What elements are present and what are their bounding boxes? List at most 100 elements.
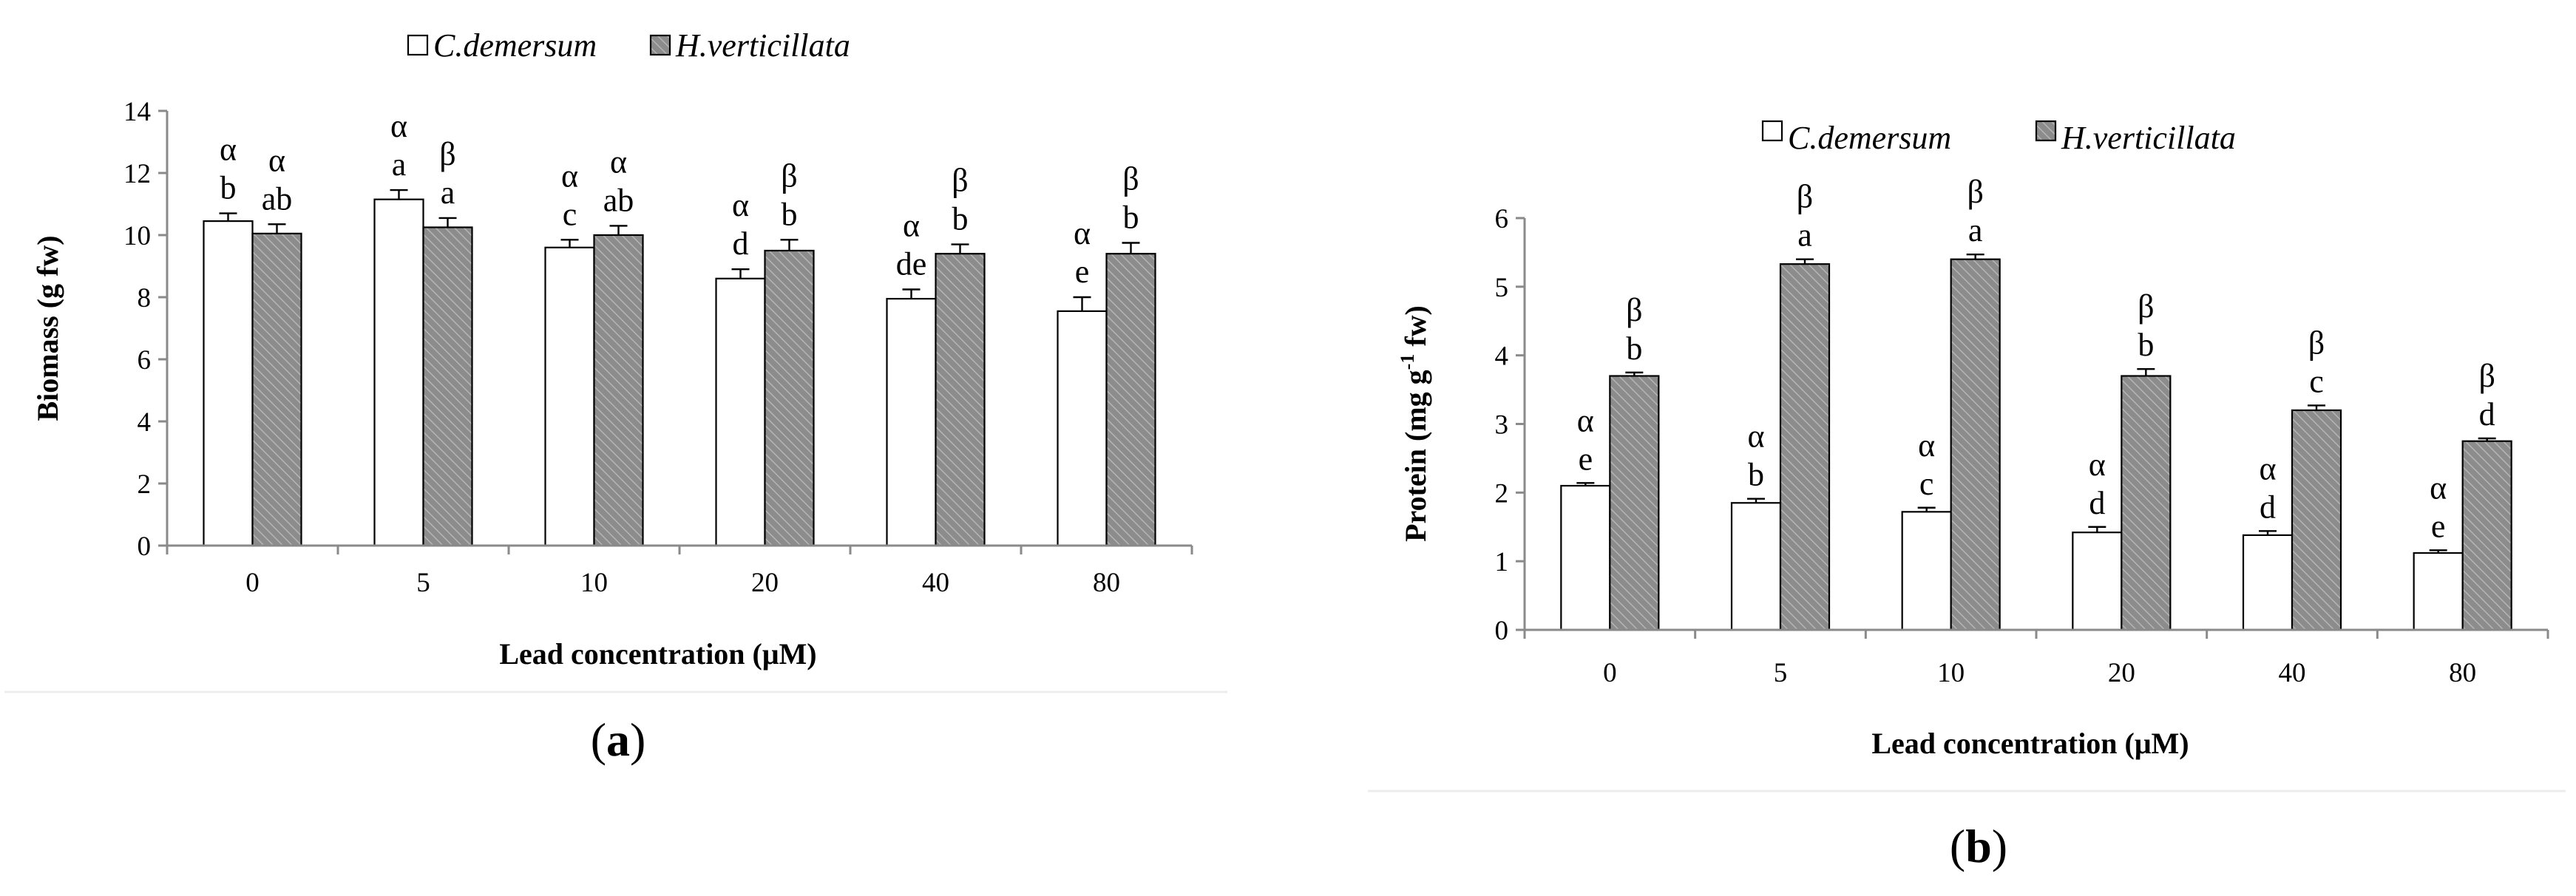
y-tick-label: 8 [138,283,152,313]
panel-b-legend: C.demersum H.verticillata [1761,120,2236,156]
y-tick-label: 0 [138,532,152,562]
y-tick-label: 1 [1495,547,1509,577]
bar-h-verticillata [2291,409,2342,631]
significance-greek: α [220,132,237,168]
panel-a-x-ticks: 0 5 10 20 40 80 [166,546,1193,598]
y-tick-label: 12 [123,159,151,189]
significance-greek: β [1122,161,1139,197]
y-tick-label: 0 [1495,616,1509,646]
bar-h-verticillata [1950,258,2001,631]
bar-h-verticillata [593,234,644,547]
x-tick-label: 40 [922,568,949,598]
significance-greek: α [2089,447,2106,483]
bar-h-verticillata [422,226,473,547]
significance-greek: α [268,142,285,178]
significance-letter: b [2138,327,2154,363]
significance-letter: d [2089,485,2105,521]
bar-h-verticillata [1609,375,1660,631]
panel-a-error-bars [219,189,1140,311]
panel-b-error-bars [1576,254,2496,554]
x-tick-label: 80 [1093,568,1120,598]
y-tick-label: 4 [138,407,152,438]
bar-c-demersum [2242,534,2294,631]
panel-a-x-axis-title: Lead concentration (μM) [499,637,816,671]
significance-letter: d [2260,489,2276,525]
significance-greek: α [390,108,407,144]
significance-letter: e [2431,508,2446,544]
significance-letter: d [733,225,749,262]
y-tick-label: 6 [138,345,152,376]
panel-a-y-axis-title: Biomass (g fw) [31,235,64,421]
significance-letter: a [1797,217,1812,254]
significance-letter: b [952,201,969,237]
x-tick-label: 20 [751,568,779,598]
significance-greek: α [2259,450,2276,486]
significance-letter: c [563,196,577,232]
x-tick-label: 0 [245,568,260,598]
significance-greek: α [732,187,749,223]
significance-greek: α [610,143,627,180]
legend-label-h-verticillata: H.verticillata [2061,120,2236,156]
panel-b-x-axis-title: Lead concentration (μM) [1871,727,2189,760]
significance-letter: a [441,174,455,211]
panel-b-bars [1560,258,2512,631]
bar-c-demersum [544,246,595,547]
significance-greek: α [1918,427,1935,464]
bar-h-verticillata [2461,440,2512,631]
chart-panel-b: C.demersum H.verticillata 0 1 2 3 4 5 6 0 5 10 20… [1368,81,2573,872]
significance-greek: α [1074,215,1091,251]
bar-h-verticillata [935,253,986,547]
panel-a-y-ticks: 0 2 4 6 8 10 12 14 [123,97,167,562]
legend-swatch-h-verticillata [2035,120,2057,142]
bar-c-demersum [373,198,424,547]
bar-c-demersum [1901,511,1952,631]
significance-letter: de [896,246,927,282]
significance-greek: β [1967,174,1983,210]
significance-greek: β [2308,325,2325,361]
significance-letter: b [1748,457,1764,493]
bar-c-demersum [1560,484,1611,631]
legend-label-c-demersum: C.demersum [433,27,597,64]
bar-c-demersum [203,220,254,547]
significance-letter: e [1075,254,1090,290]
x-tick-label: 10 [1937,658,1965,688]
panel-b-y-axis-title: Protein (mg g-1 fw) [1397,305,1432,542]
y-tick-label: 3 [1495,410,1509,441]
bar-c-demersum [1057,310,1108,547]
y-tick-label: 14 [123,97,151,127]
legend-swatch-c-demersum [1761,120,1783,142]
x-tick-label: 5 [416,568,430,598]
significance-letter: b [220,170,237,206]
significance-greek: α [2430,469,2447,506]
bar-h-verticillata [251,232,302,547]
significance-letter: c [2309,363,2324,399]
significance-greek: α [1747,418,1764,455]
x-tick-label: 0 [1603,658,1617,688]
bar-c-demersum [2072,532,2123,631]
panel-b-letter: b [1965,820,1992,872]
legend-swatch-c-demersum [407,34,429,56]
bar-h-verticillata [2121,375,2172,631]
panel-b-label: (b) [1950,820,2007,872]
significance-letter: a [1968,212,1983,248]
panel-b-y-axis-title-superscript: -1 [1397,354,1418,370]
significance-greek: α [1577,402,1594,438]
panel-b-y-ticks: 0 1 2 3 4 5 6 [1495,204,1525,646]
significance-letter: d [2479,396,2495,432]
significance-letter: b [1123,200,1139,236]
chart-panel-a: C.demersum H.verticillata 0 2 4 6 8 10 12 14 0 5… [4,4,1227,766]
x-tick-label: 10 [580,568,608,598]
bar-c-demersum [1730,502,1782,631]
significance-letter: ab [603,182,634,218]
y-tick-label: 5 [1495,273,1509,303]
significance-letter: e [1579,441,1593,477]
panel-b-x-ticks: 0 5 10 20 40 80 [1523,630,2549,688]
panel-b-y-axis-title-main: Protein (mg g [1399,370,1432,542]
y-tick-label: 10 [123,221,151,251]
y-tick-label: 4 [1495,342,1509,372]
significance-greek: β [952,163,968,199]
significance-greek: β [781,157,797,194]
